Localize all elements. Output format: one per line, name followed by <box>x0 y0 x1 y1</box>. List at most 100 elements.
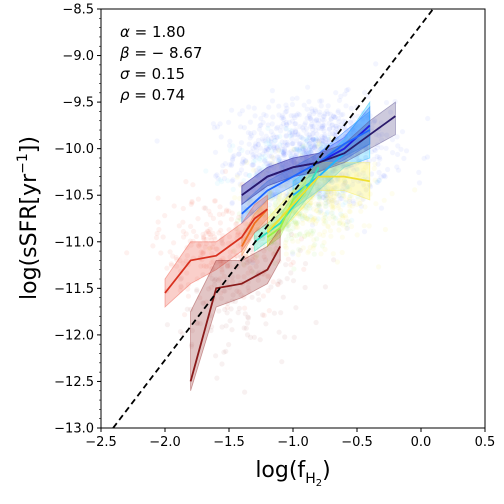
scatter-point <box>288 270 294 276</box>
scatter-point <box>338 122 344 128</box>
scatter-point <box>330 113 337 119</box>
series-line <box>241 115 396 196</box>
scatter-point <box>249 246 255 252</box>
scatter-point <box>312 118 318 124</box>
median-lines <box>164 115 396 382</box>
scatter-point <box>250 269 256 276</box>
scatter-point <box>220 241 226 247</box>
scatter-point <box>301 143 307 149</box>
scatter-point <box>222 168 229 174</box>
scatter-point <box>342 179 348 185</box>
scatter-point <box>340 171 346 177</box>
scatter-point <box>219 324 225 330</box>
scatter-point <box>236 214 242 221</box>
scatter-point <box>245 320 251 326</box>
scatter-point <box>242 305 248 311</box>
scatter-point <box>282 151 288 158</box>
scatter-point <box>330 204 336 210</box>
scatter-point <box>290 158 296 164</box>
y-tick-label: −11.0 <box>54 235 94 250</box>
scatter-point <box>331 194 337 200</box>
scatter-point <box>168 262 175 268</box>
scatter-point <box>345 184 351 190</box>
scatter-point <box>167 249 173 255</box>
scatter-point <box>225 263 231 269</box>
scatter-point <box>282 163 288 169</box>
scatter-point <box>220 163 226 169</box>
scatter-point <box>258 115 264 122</box>
scatter-point <box>229 199 235 206</box>
scatter-point <box>182 312 188 318</box>
scatter-point <box>302 213 308 219</box>
scatter-point <box>347 196 353 202</box>
scatter-point <box>325 111 331 117</box>
scatter-point <box>316 195 322 201</box>
scatter-point <box>276 157 282 163</box>
scatter-point <box>317 192 323 198</box>
scatter-point <box>311 137 317 143</box>
scatter-point <box>336 192 342 199</box>
scatter-point <box>249 294 255 300</box>
scatter-point <box>274 242 280 248</box>
scatter-point <box>304 106 310 112</box>
scatter-point <box>323 185 329 191</box>
scatter-point <box>316 138 322 144</box>
scatter-point <box>252 254 258 260</box>
scatter-point <box>365 93 371 99</box>
scatter-point <box>241 178 247 184</box>
scatter-point <box>332 167 338 173</box>
scatter-point <box>276 147 282 153</box>
scatter-point <box>327 192 333 198</box>
scatter-point <box>343 222 349 228</box>
scatter-point <box>250 162 256 168</box>
scatter-point <box>190 238 196 244</box>
scatter-point <box>324 184 330 190</box>
scatter-point <box>373 61 379 67</box>
scatter-point <box>356 148 362 155</box>
scatter-point <box>316 203 322 209</box>
scatter-point <box>261 148 268 154</box>
scatter-point <box>280 173 286 180</box>
scatter-point <box>291 233 297 239</box>
scatter-point <box>249 133 255 139</box>
scatter-point <box>314 218 320 224</box>
scatter-point <box>239 161 245 167</box>
scatter-point <box>219 361 225 367</box>
scatter-point <box>349 165 355 171</box>
scatter-point <box>321 122 327 129</box>
scatter-point <box>235 274 241 280</box>
scatter-point <box>381 197 387 203</box>
scatter-point <box>235 231 241 237</box>
scatter-point <box>372 161 378 167</box>
scatter-point <box>285 162 291 168</box>
scatter-point <box>220 211 226 217</box>
scatter-point <box>310 217 316 223</box>
scatter-point <box>197 241 203 247</box>
scatter-point <box>286 188 292 194</box>
scatter-point <box>237 181 243 187</box>
scatter-point <box>319 185 325 191</box>
scatter-point <box>382 226 388 233</box>
scatter-point <box>291 168 297 174</box>
scatter-point <box>253 254 259 260</box>
scatter-point <box>274 145 280 151</box>
scatter-point <box>366 181 372 187</box>
scatter-point <box>322 212 328 218</box>
scatter-point <box>291 266 297 272</box>
scatter-point <box>335 200 341 206</box>
scatter-point <box>253 154 260 160</box>
scatter-point <box>287 183 293 189</box>
scatter-point <box>293 129 299 135</box>
scatter-point <box>334 165 340 172</box>
scatter-point <box>376 154 382 160</box>
scatter-point <box>282 243 288 249</box>
scatter-point <box>295 111 301 117</box>
scatter-point <box>283 262 289 268</box>
scatter-point <box>311 110 317 116</box>
scatter-point <box>289 136 295 142</box>
scatter-point <box>230 249 236 255</box>
scatter-point <box>279 165 285 171</box>
scatter-point <box>226 234 233 240</box>
scatter-point <box>207 226 213 232</box>
scatter-point <box>260 119 266 126</box>
